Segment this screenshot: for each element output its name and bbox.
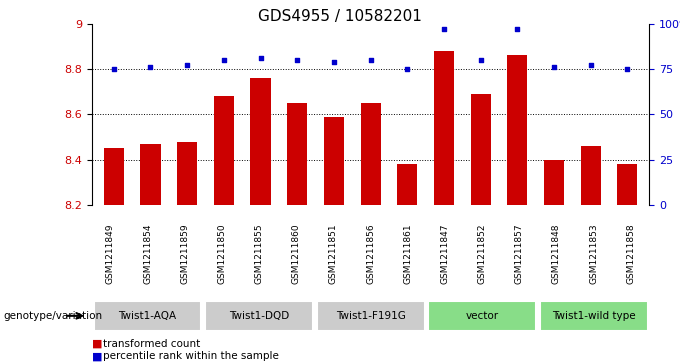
Point: [255, 55, 266, 61]
Text: GSM1211860: GSM1211860: [292, 224, 301, 285]
Bar: [140, 144, 160, 205]
Text: ■: ■: [92, 351, 102, 362]
Point: [108, 66, 119, 72]
Point: [622, 66, 633, 72]
Text: GSM1211859: GSM1211859: [180, 224, 189, 285]
Bar: [214, 96, 234, 205]
Point: [292, 57, 303, 63]
Bar: [617, 164, 637, 205]
Text: Twist1-DQD: Twist1-DQD: [229, 311, 289, 321]
Text: Twist1-wild type: Twist1-wild type: [552, 311, 635, 321]
Point: [475, 57, 486, 63]
Text: GSM1211850: GSM1211850: [218, 224, 226, 285]
Point: [402, 66, 413, 72]
Bar: [177, 142, 197, 205]
Text: GSM1211854: GSM1211854: [143, 224, 152, 284]
Point: [145, 64, 156, 70]
Text: GSM1211856: GSM1211856: [366, 224, 375, 285]
Bar: [287, 103, 307, 205]
Text: GSM1211858: GSM1211858: [626, 224, 635, 285]
Bar: [205, 301, 313, 330]
Bar: [540, 301, 647, 330]
Point: [439, 26, 449, 32]
Text: GSM1211849: GSM1211849: [106, 224, 115, 284]
Point: [182, 62, 192, 68]
Bar: [397, 164, 418, 205]
Bar: [94, 301, 201, 330]
Point: [365, 57, 376, 63]
Text: genotype/variation: genotype/variation: [3, 311, 103, 321]
Bar: [324, 117, 344, 205]
Text: GSM1211851: GSM1211851: [329, 224, 338, 285]
Bar: [317, 301, 424, 330]
Bar: [507, 56, 528, 205]
Text: GSM1211861: GSM1211861: [403, 224, 412, 285]
Point: [218, 57, 229, 63]
Bar: [104, 148, 124, 205]
Point: [328, 59, 339, 65]
Text: GSM1211855: GSM1211855: [254, 224, 264, 285]
Text: GSM1211848: GSM1211848: [552, 224, 561, 284]
Text: ■: ■: [92, 339, 102, 349]
Bar: [544, 160, 564, 205]
Text: Twist1-F191G: Twist1-F191G: [336, 311, 405, 321]
Bar: [434, 51, 454, 205]
Text: GSM1211847: GSM1211847: [441, 224, 449, 284]
Bar: [471, 94, 491, 205]
Point: [512, 26, 523, 32]
Text: GSM1211857: GSM1211857: [515, 224, 524, 285]
Bar: [581, 146, 601, 205]
Text: GSM1211852: GSM1211852: [477, 224, 487, 284]
Text: vector: vector: [466, 311, 498, 321]
Bar: [428, 301, 536, 330]
Bar: [360, 103, 381, 205]
Point: [549, 64, 560, 70]
Bar: [250, 78, 271, 205]
Text: percentile rank within the sample: percentile rank within the sample: [103, 351, 279, 362]
Point: [585, 62, 596, 68]
Text: transformed count: transformed count: [103, 339, 201, 349]
Text: Twist1-AQA: Twist1-AQA: [118, 311, 177, 321]
Text: GDS4955 / 10582201: GDS4955 / 10582201: [258, 9, 422, 24]
Text: GSM1211853: GSM1211853: [589, 224, 598, 285]
